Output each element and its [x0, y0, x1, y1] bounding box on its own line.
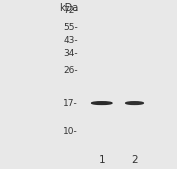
Text: 26-: 26-	[63, 66, 78, 75]
Text: 2: 2	[131, 155, 138, 165]
Text: 1: 1	[98, 155, 105, 165]
Text: 10-: 10-	[63, 127, 78, 136]
Text: kDa: kDa	[59, 3, 78, 13]
Text: 17-: 17-	[63, 99, 78, 108]
Ellipse shape	[92, 102, 112, 104]
Text: 55-: 55-	[63, 23, 78, 32]
Text: 43-: 43-	[63, 36, 78, 45]
Text: 34-: 34-	[63, 49, 78, 58]
Ellipse shape	[126, 102, 143, 104]
Text: 72-: 72-	[63, 6, 78, 16]
